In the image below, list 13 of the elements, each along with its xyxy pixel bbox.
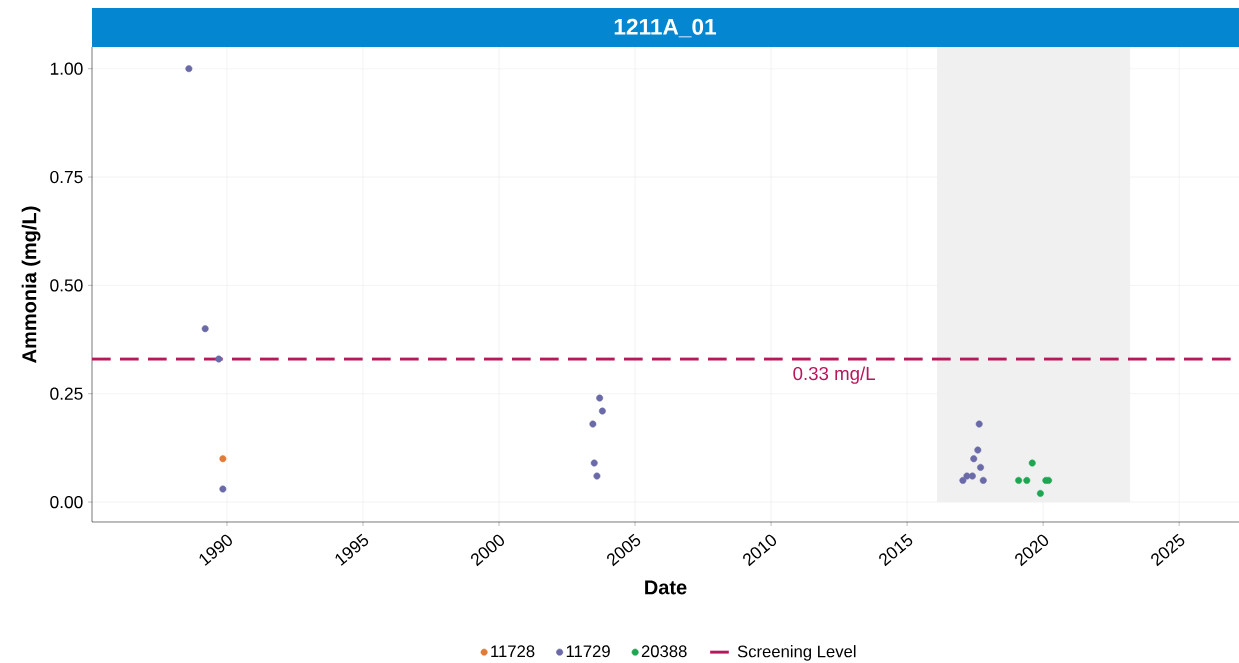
- legend-label: 11728: [491, 645, 535, 658]
- y-tick-label: 0.00: [50, 495, 83, 509]
- x-axis-title: Date: [645, 580, 687, 595]
- legend-label: 20388: [641, 645, 687, 658]
- y-tick-label: 1.00: [50, 62, 83, 75]
- chart-title: 1211A_01: [614, 18, 717, 38]
- y-tick-label: 0.25: [50, 387, 83, 400]
- legend-label: 11729: [566, 645, 610, 658]
- y-tick-label: 0.75: [50, 170, 83, 184]
- legend-label: Screening Level: [737, 645, 856, 661]
- y-axis-title: Ammonia (mg/L): [21, 206, 41, 363]
- annotation: 0.33 mg/L: [793, 366, 875, 384]
- y-tick-label: 0.50: [50, 279, 83, 292]
